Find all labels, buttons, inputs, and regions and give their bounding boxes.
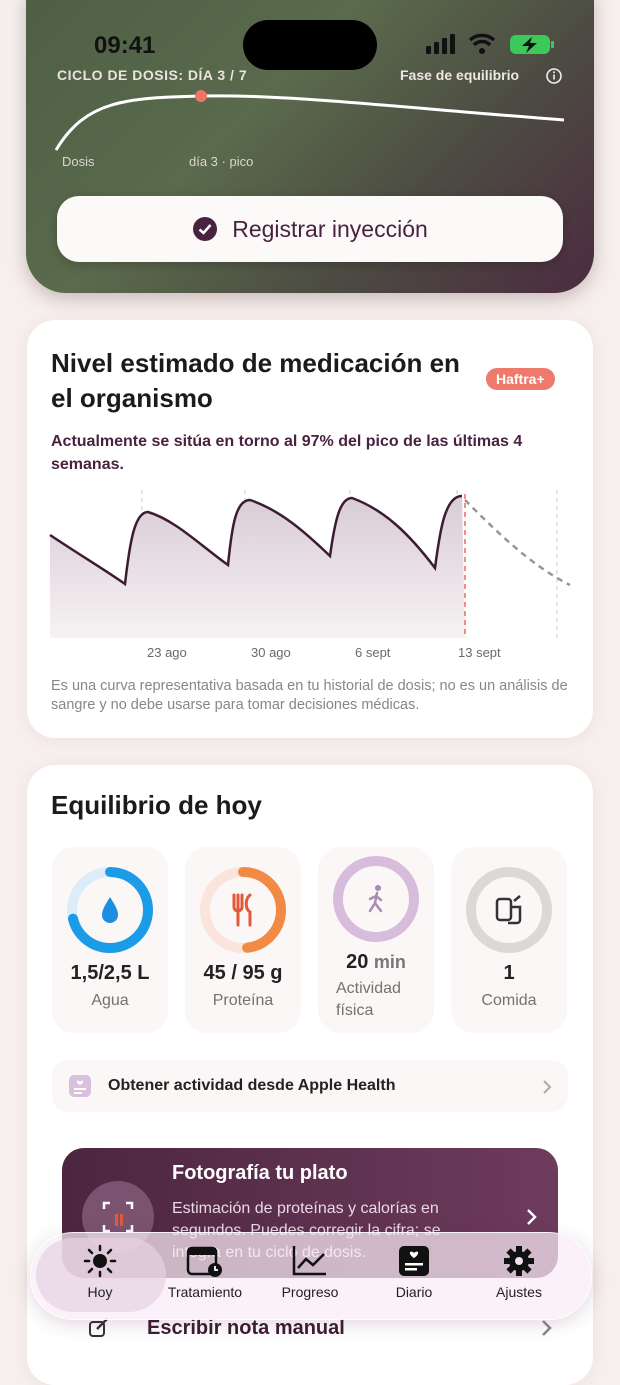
tab-diario[interactable]: Diario	[364, 1244, 464, 1300]
tile-label: Agua	[91, 992, 129, 1009]
tab-progreso[interactable]: Progreso	[260, 1244, 360, 1300]
projection-line	[464, 499, 571, 587]
health-icon	[69, 1075, 91, 1097]
check-icon	[193, 217, 218, 241]
page: Hoy { "status_bar": {"time": "09:41"}, "…	[26, 0, 594, 1385]
cycle-label: CICLO DE DOSIS: DÍA 3 / 7	[57, 67, 248, 83]
disclaimer: Es una curva representativa basada en tu…	[51, 678, 568, 713]
tile-value: 45 / 95 g	[203, 962, 283, 984]
level-area	[50, 496, 465, 638]
photo-title: Fotografía tu plato	[172, 1162, 348, 1184]
journal-icon	[399, 1246, 429, 1276]
calendar-icon	[186, 1246, 222, 1277]
chevron	[527, 1209, 537, 1225]
tab-label: Hoy	[87, 1284, 113, 1300]
manual-note-text: Escribir nota manual	[147, 1317, 345, 1339]
apple-health-row[interactable]: Obtener actividad desde Apple Health	[52, 1060, 568, 1112]
chevron	[542, 1320, 552, 1336]
date-label: 23 ago	[147, 645, 187, 660]
tab-label: Diario	[395, 1284, 433, 1300]
tile-value: 1,5/2,5 L	[70, 962, 150, 984]
activity-value: 20	[346, 951, 369, 973]
status-time: 09:41	[94, 32, 156, 59]
tab-ajustes[interactable]: Ajustes	[469, 1244, 569, 1300]
chart-icon	[292, 1246, 326, 1276]
tab-tratamiento[interactable]: Tratamiento	[155, 1244, 255, 1300]
screen: 09:41 CICLO DE DOSIS: DÍA 3 / 7 Fase de …	[26, 0, 594, 1385]
level-line	[49, 494, 463, 587]
phase-label: Fase de equilibrio	[400, 67, 520, 83]
sun-icon	[83, 1244, 117, 1278]
dynamic-island	[243, 20, 377, 70]
date-label: 13 sept	[458, 645, 501, 660]
tab-label: Ajustes	[496, 1284, 542, 1300]
register-injection-button[interactable]: Registrar inyección	[57, 196, 563, 262]
activity-tile[interactable]: 20 min Actividad física	[318, 847, 434, 1033]
protein-ring	[200, 867, 286, 953]
tab-label: Tratamiento	[167, 1284, 243, 1300]
note-icon	[89, 1318, 108, 1337]
tile-label: Proteína	[212, 992, 274, 1009]
medication-chart	[49, 490, 571, 638]
curve-line	[54, 94, 565, 151]
water-tile[interactable]: 1,5/2,5 L Agua	[52, 847, 168, 1033]
dose-curve	[54, 90, 565, 151]
chevron	[543, 1080, 552, 1094]
medication-title: Nivel estimado de medicación en el organ…	[51, 348, 460, 413]
curve-peak-label: día 3 · pico	[189, 154, 254, 169]
register-injection-text: Registrar inyección	[232, 215, 428, 242]
balance-title: Equilibrio de hoy	[51, 790, 262, 820]
info-icon[interactable]	[545, 67, 563, 85]
badge: Haftra+	[486, 368, 555, 390]
tile-label: Actividad física	[336, 980, 401, 1019]
tab-label: Progreso	[281, 1284, 339, 1300]
tile-value: 1	[503, 962, 515, 984]
curve-start-label: Dosis	[62, 154, 95, 169]
medication-summary: Actualmente se sitúa en torno al 97% del…	[51, 433, 523, 473]
manual-note-row[interactable]: Escribir nota manual	[52, 1308, 568, 1348]
meal-tile[interactable]: 1 Comida	[451, 847, 567, 1033]
peak-dot	[195, 90, 207, 102]
tile-label: Comida	[481, 992, 537, 1009]
activity-ring	[333, 856, 419, 942]
date-label: 6 sept	[355, 645, 391, 660]
gear-icon	[504, 1246, 534, 1276]
status-icons	[426, 33, 554, 54]
date-label: 30 ago	[251, 645, 291, 660]
meal-ring	[466, 867, 552, 953]
tile-value: 20 min	[318, 951, 434, 974]
tab-hoy[interactable]: Hoy	[50, 1244, 150, 1300]
water-ring	[67, 867, 153, 953]
activity-unit: min	[373, 952, 406, 972]
health-row-text: Obtener actividad desde Apple Health	[108, 1077, 396, 1094]
protein-tile[interactable]: 45 / 95 g Proteína	[185, 847, 301, 1033]
